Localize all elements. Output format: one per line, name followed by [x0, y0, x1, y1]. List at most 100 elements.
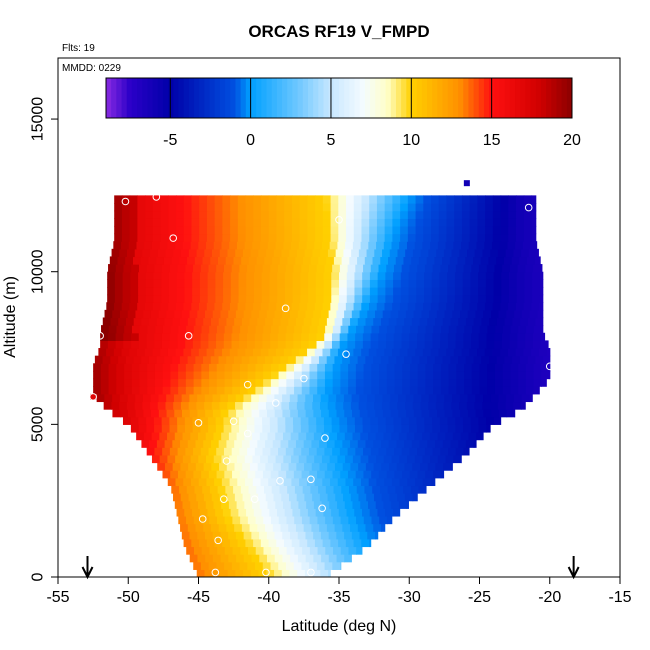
heatmap-cell: [416, 294, 425, 303]
heatmap-cell: [440, 386, 450, 395]
heatmap-cell: [465, 317, 475, 326]
heatmap-cell: [180, 462, 189, 471]
heatmap-cell: [442, 317, 452, 326]
heatmap-cell: [332, 515, 342, 525]
heatmap-cell: [510, 370, 519, 380]
heatmap-cell: [437, 241, 447, 250]
heatmap-cell: [176, 294, 186, 303]
colorbar-segment: [168, 78, 174, 118]
heatmap-cell: [157, 248, 167, 258]
heatmap-cell: [346, 508, 355, 517]
heatmap-cell: [154, 264, 163, 273]
heatmap-cell: [425, 325, 434, 334]
heatmap-cell: [440, 470, 445, 479]
heatmap-cell: [233, 485, 242, 494]
heatmap-cell: [217, 546, 226, 555]
heatmap-cell: [115, 264, 125, 273]
heatmap-cell: [370, 416, 379, 425]
heatmap-cell: [289, 569, 298, 577]
heatmap-cell: [440, 363, 450, 372]
heatmap-cell: [200, 340, 209, 349]
heatmap-cell: [224, 386, 233, 395]
heatmap-cell: [160, 302, 169, 311]
heatmap-cell: [195, 355, 204, 364]
colorbar-segment: [442, 78, 449, 118]
heatmap-cell: [478, 286, 487, 296]
heatmap-cell: [168, 203, 177, 212]
heatmap-cell: [153, 271, 162, 280]
heatmap-cell: [205, 431, 215, 441]
heatmap-cell: [504, 355, 513, 364]
heatmap-cell: [531, 210, 537, 219]
heatmap-cell: [200, 332, 209, 341]
heatmap-cell: [435, 439, 444, 448]
heatmap-cell: [492, 218, 502, 227]
heatmap-cell: [392, 210, 401, 219]
heatmap-cell: [357, 317, 367, 326]
heatmap-cell: [186, 515, 195, 525]
colorbar-tick-label: -5: [163, 132, 177, 149]
heatmap-cell: [346, 294, 356, 303]
heatmap-cell: [168, 302, 177, 311]
heatmap-cell: [386, 378, 396, 387]
heatmap-cell: [152, 195, 162, 204]
heatmap-cell: [216, 325, 226, 334]
heatmap-cell: [381, 462, 390, 471]
heatmap-cell: [354, 294, 363, 303]
heatmap-cell: [140, 256, 150, 265]
heatmap-cell: [219, 569, 229, 577]
heatmap-cell: [461, 225, 471, 235]
heatmap-cell: [343, 401, 352, 410]
heatmap-cell: [228, 393, 237, 403]
heatmap-cell: [516, 279, 526, 288]
heatmap-cell: [417, 447, 426, 456]
heatmap-cell: [346, 195, 355, 204]
colorbar-segment: [271, 78, 278, 118]
heatmap-cell: [525, 370, 535, 380]
heatmap-cell: [180, 401, 190, 410]
heatmap-cell: [532, 279, 541, 288]
heatmap-cell: [114, 225, 123, 235]
colorbar-segment: [499, 78, 506, 118]
heatmap-cell: [151, 431, 160, 441]
heatmap-cell: [329, 241, 339, 250]
heatmap-cell: [363, 325, 373, 334]
heatmap-cell: [491, 409, 500, 418]
heatmap-cell: [282, 409, 291, 418]
heatmap-cell: [363, 470, 372, 479]
heatmap-cell: [515, 302, 525, 311]
heatmap-cell: [367, 393, 376, 403]
heatmap-cell: [215, 424, 225, 433]
heatmap-cell: [525, 332, 534, 341]
heatmap-cell: [523, 195, 533, 204]
heatmap-cell: [448, 386, 457, 395]
heatmap-cell: [263, 363, 272, 372]
heatmap-cell: [196, 248, 205, 258]
heatmap-cell: [315, 225, 324, 235]
heatmap-cell: [473, 317, 483, 326]
heatmap-cell: [307, 348, 316, 357]
colorbar-segment: [432, 78, 438, 118]
heatmap-cell: [210, 256, 219, 265]
heatmap-cell: [393, 264, 403, 273]
heatmap-cell: [270, 447, 279, 456]
heatmap-cell: [224, 378, 233, 387]
heatmap-cell: [531, 348, 540, 357]
heatmap-cell: [438, 348, 447, 357]
heatmap-cell: [378, 332, 387, 341]
heatmap-cell: [250, 569, 260, 577]
heatmap-cell: [388, 317, 398, 326]
heatmap-cell: [297, 531, 307, 540]
heatmap-cell: [201, 386, 210, 395]
heatmap-cell: [302, 485, 311, 494]
heatmap-cell: [375, 531, 379, 540]
heatmap-cell: [184, 271, 193, 280]
heatmap-cell: [437, 409, 446, 418]
heatmap-cell: [461, 241, 470, 250]
heatmap-cell: [299, 195, 308, 204]
heatmap-cell: [414, 431, 423, 441]
heatmap-cell: [234, 439, 243, 448]
heatmap-cell: [121, 233, 131, 242]
heatmap-cell: [319, 523, 328, 532]
heatmap-cell: [334, 317, 343, 326]
